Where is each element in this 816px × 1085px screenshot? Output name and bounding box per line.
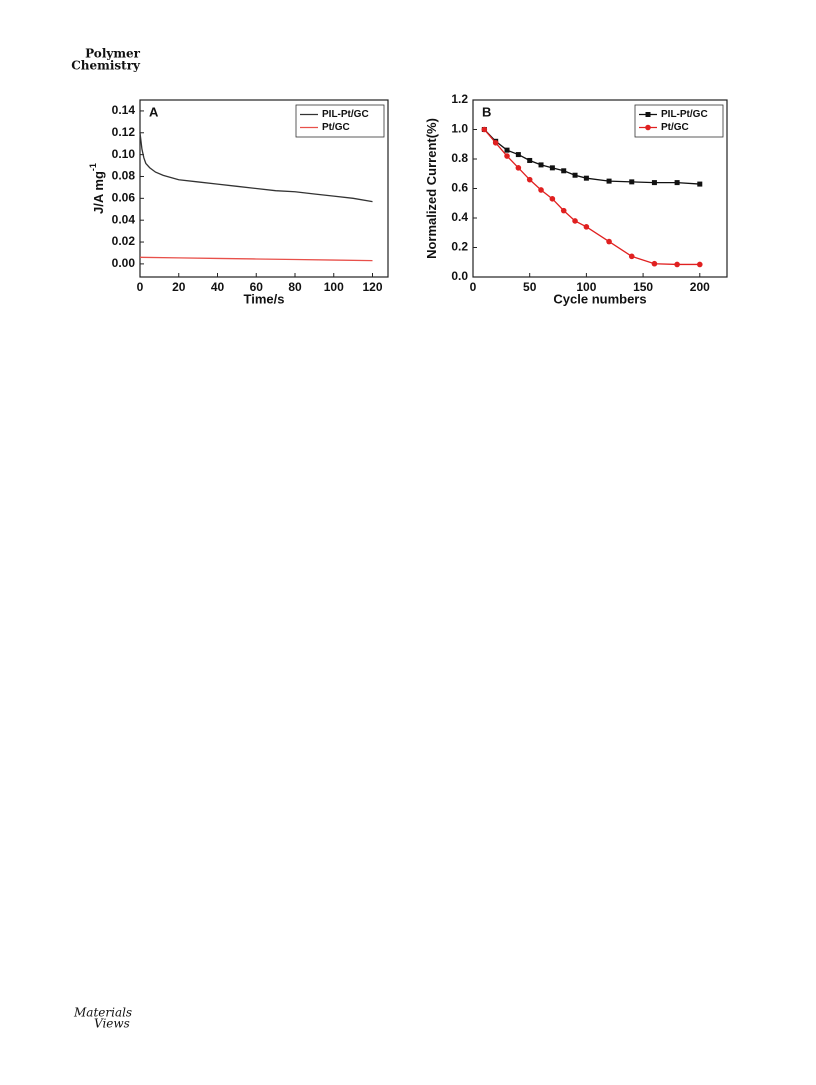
x-tick-label: 0 — [137, 280, 144, 294]
data-point — [583, 175, 589, 181]
journal-name: Chemistry — [71, 59, 141, 73]
x-tick-label: 100 — [324, 280, 344, 294]
data-point — [606, 238, 612, 245]
data-point — [629, 179, 635, 185]
x-tick-label: 20 — [172, 280, 186, 294]
data-point — [651, 260, 658, 267]
data-point — [538, 162, 544, 168]
data-point — [697, 181, 703, 187]
data-point — [549, 196, 556, 202]
data-point — [572, 172, 578, 178]
y-tick-label: 0.08 — [112, 169, 136, 183]
y-axis-title-text: J/A mg — [91, 171, 106, 214]
publisher-logo: Materials — [73, 1006, 132, 1020]
panel-label: A — [149, 104, 159, 119]
data-point — [504, 153, 510, 159]
series-line — [139, 256, 373, 262]
y-tick-label: 0.04 — [112, 212, 136, 226]
y-tick-label: 0.6 — [451, 181, 468, 195]
y-tick-label: 1.2 — [451, 92, 468, 106]
data-point — [549, 165, 555, 171]
x-tick-label: 50 — [523, 280, 537, 294]
publisher-logo: Views — [94, 1017, 130, 1031]
x-tick-label: 80 — [288, 280, 302, 294]
legend-label: Pt/GC — [661, 122, 689, 133]
y-tick-label: 0.12 — [112, 125, 136, 139]
y-tick-label: 0.2 — [451, 240, 468, 254]
x-tick-label: 150 — [633, 280, 653, 294]
data-point — [651, 180, 657, 186]
legend-box — [634, 104, 724, 138]
x-tick-label: 120 — [362, 280, 382, 294]
series-line — [483, 129, 700, 266]
x-axis-title: Time/s — [244, 291, 285, 306]
legend-label: PIL-Pt/GC — [661, 109, 708, 120]
plot-frame — [139, 99, 389, 278]
data-point — [492, 139, 499, 146]
data-point — [526, 176, 533, 183]
data-point — [583, 224, 590, 230]
data-point — [515, 165, 522, 171]
y-tick-label: 0.8 — [451, 151, 468, 165]
y-tick-label: 0.4 — [451, 210, 468, 224]
data-point — [560, 207, 567, 214]
x-tick-label: 100 — [576, 280, 596, 294]
series-line — [139, 132, 373, 203]
y-tick-label: 0.14 — [112, 103, 136, 117]
y-axis-title: Normalized Current(%) — [424, 118, 439, 259]
y-tick-label: 0.00 — [112, 256, 136, 270]
y-axis-title-sup: -1 — [88, 163, 98, 171]
panel-label: B — [482, 104, 491, 119]
y-tick-label: 0.10 — [112, 147, 136, 161]
data-point — [696, 261, 703, 268]
legend-label: Pt/GC — [322, 122, 350, 133]
legend-marker — [645, 124, 651, 131]
data-point — [481, 126, 488, 133]
data-point — [515, 152, 521, 158]
x-tick-label: 200 — [690, 280, 710, 294]
data-point — [504, 147, 510, 153]
journal-name: Polymer — [85, 47, 141, 61]
legend-label: PIL-Pt/GC — [322, 109, 369, 120]
y-tick-label: 0.0 — [451, 269, 468, 283]
y-tick-label: 0.06 — [112, 191, 136, 205]
data-point — [674, 261, 680, 268]
y-tick-label: 1.0 — [451, 122, 468, 136]
data-point — [572, 218, 578, 224]
legend-marker — [645, 112, 651, 117]
data-point — [538, 187, 544, 193]
data-point — [674, 180, 680, 186]
data-point — [527, 157, 533, 163]
legend-box — [295, 104, 385, 138]
y-axis-title-text: Normalized Current(%) — [424, 118, 439, 259]
data-point — [628, 253, 635, 260]
x-tick-label: 0 — [470, 280, 477, 294]
data-point — [606, 178, 612, 184]
x-tick-label: 60 — [250, 280, 264, 294]
y-axis-title: J/A mg-1 — [88, 163, 106, 214]
y-tick-label: 0.02 — [112, 234, 136, 248]
x-tick-label: 40 — [211, 280, 225, 294]
x-axis-title: Cycle numbers — [553, 291, 646, 306]
data-point — [561, 168, 567, 174]
